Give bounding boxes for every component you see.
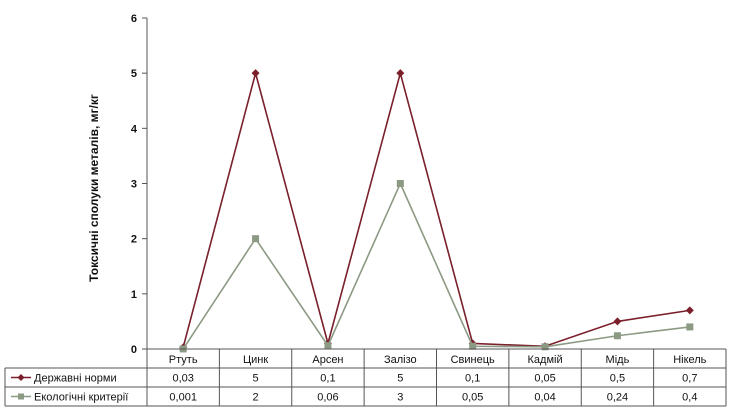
y-tick-label: 1 <box>131 289 137 301</box>
data-point <box>541 343 549 351</box>
data-label: 0,03 <box>172 373 193 385</box>
x-tick-label: Свинець <box>451 354 495 366</box>
series-line-1 <box>182 181 690 350</box>
y-tick-label: 0 <box>131 344 137 356</box>
data-label: 0,5 <box>610 373 625 385</box>
legend-marker <box>17 374 25 381</box>
data-label: 0,05 <box>462 392 483 404</box>
y-tick-label: 5 <box>131 68 137 80</box>
data-point <box>613 317 622 326</box>
data-label: 0,7 <box>682 373 697 385</box>
x-tick-label: Нікель <box>673 354 706 366</box>
x-tick-label: Цинк <box>243 354 268 366</box>
data-table: Ртуть Цинк Арсен Залізо Свинець Кадмій Мідь Нік… <box>4 348 727 407</box>
legend-marker <box>18 393 24 400</box>
data-label: 0,1 <box>320 373 335 385</box>
series-lines <box>179 69 694 353</box>
data-point <box>324 342 332 350</box>
data-label: 0,1 <box>465 373 480 385</box>
data-point <box>469 342 477 350</box>
data-label: 0,06 <box>317 392 338 404</box>
data-label: 5 <box>397 373 403 385</box>
data-point <box>396 180 404 187</box>
data-point <box>685 306 694 315</box>
data-label: 0,04 <box>534 392 555 404</box>
legend-label: Екологічні критерії <box>34 392 128 404</box>
data-point <box>252 235 260 243</box>
x-tick-label: Залізо <box>384 354 417 366</box>
data-label: 0,05 <box>534 373 555 385</box>
data-point <box>396 69 405 78</box>
data-label: 3 <box>397 392 403 404</box>
data-label: 0,001 <box>169 392 197 404</box>
y-tick-label: 3 <box>131 179 137 191</box>
x-tick-label: Ртуть <box>169 354 198 366</box>
x-tick-label: Мідь <box>606 354 630 366</box>
y-tick-label: 4 <box>131 123 138 135</box>
series-line-0 <box>182 70 690 348</box>
data-point <box>686 323 694 331</box>
y-axis-label: Токсичні сполуки металів, мг/кг <box>87 94 101 282</box>
x-tick-label: Кадмій <box>528 354 563 366</box>
y-axis-label-group: Токсичні сполуки металів, мг/кг <box>87 94 101 282</box>
data-label: 0,4 <box>682 392 697 404</box>
data-point <box>613 332 621 340</box>
data-label: 2 <box>253 392 259 404</box>
y-axis-ticks: 0 1 2 3 4 5 6 <box>131 13 147 356</box>
y-tick-label: 2 <box>131 234 137 246</box>
data-point <box>251 69 260 78</box>
legend-label: Державні норми <box>34 373 117 385</box>
data-label: 5 <box>253 373 259 385</box>
x-tick-label: Арсен <box>312 354 343 366</box>
data-label: 0,24 <box>607 392 628 404</box>
y-tick-label: 6 <box>131 13 137 25</box>
